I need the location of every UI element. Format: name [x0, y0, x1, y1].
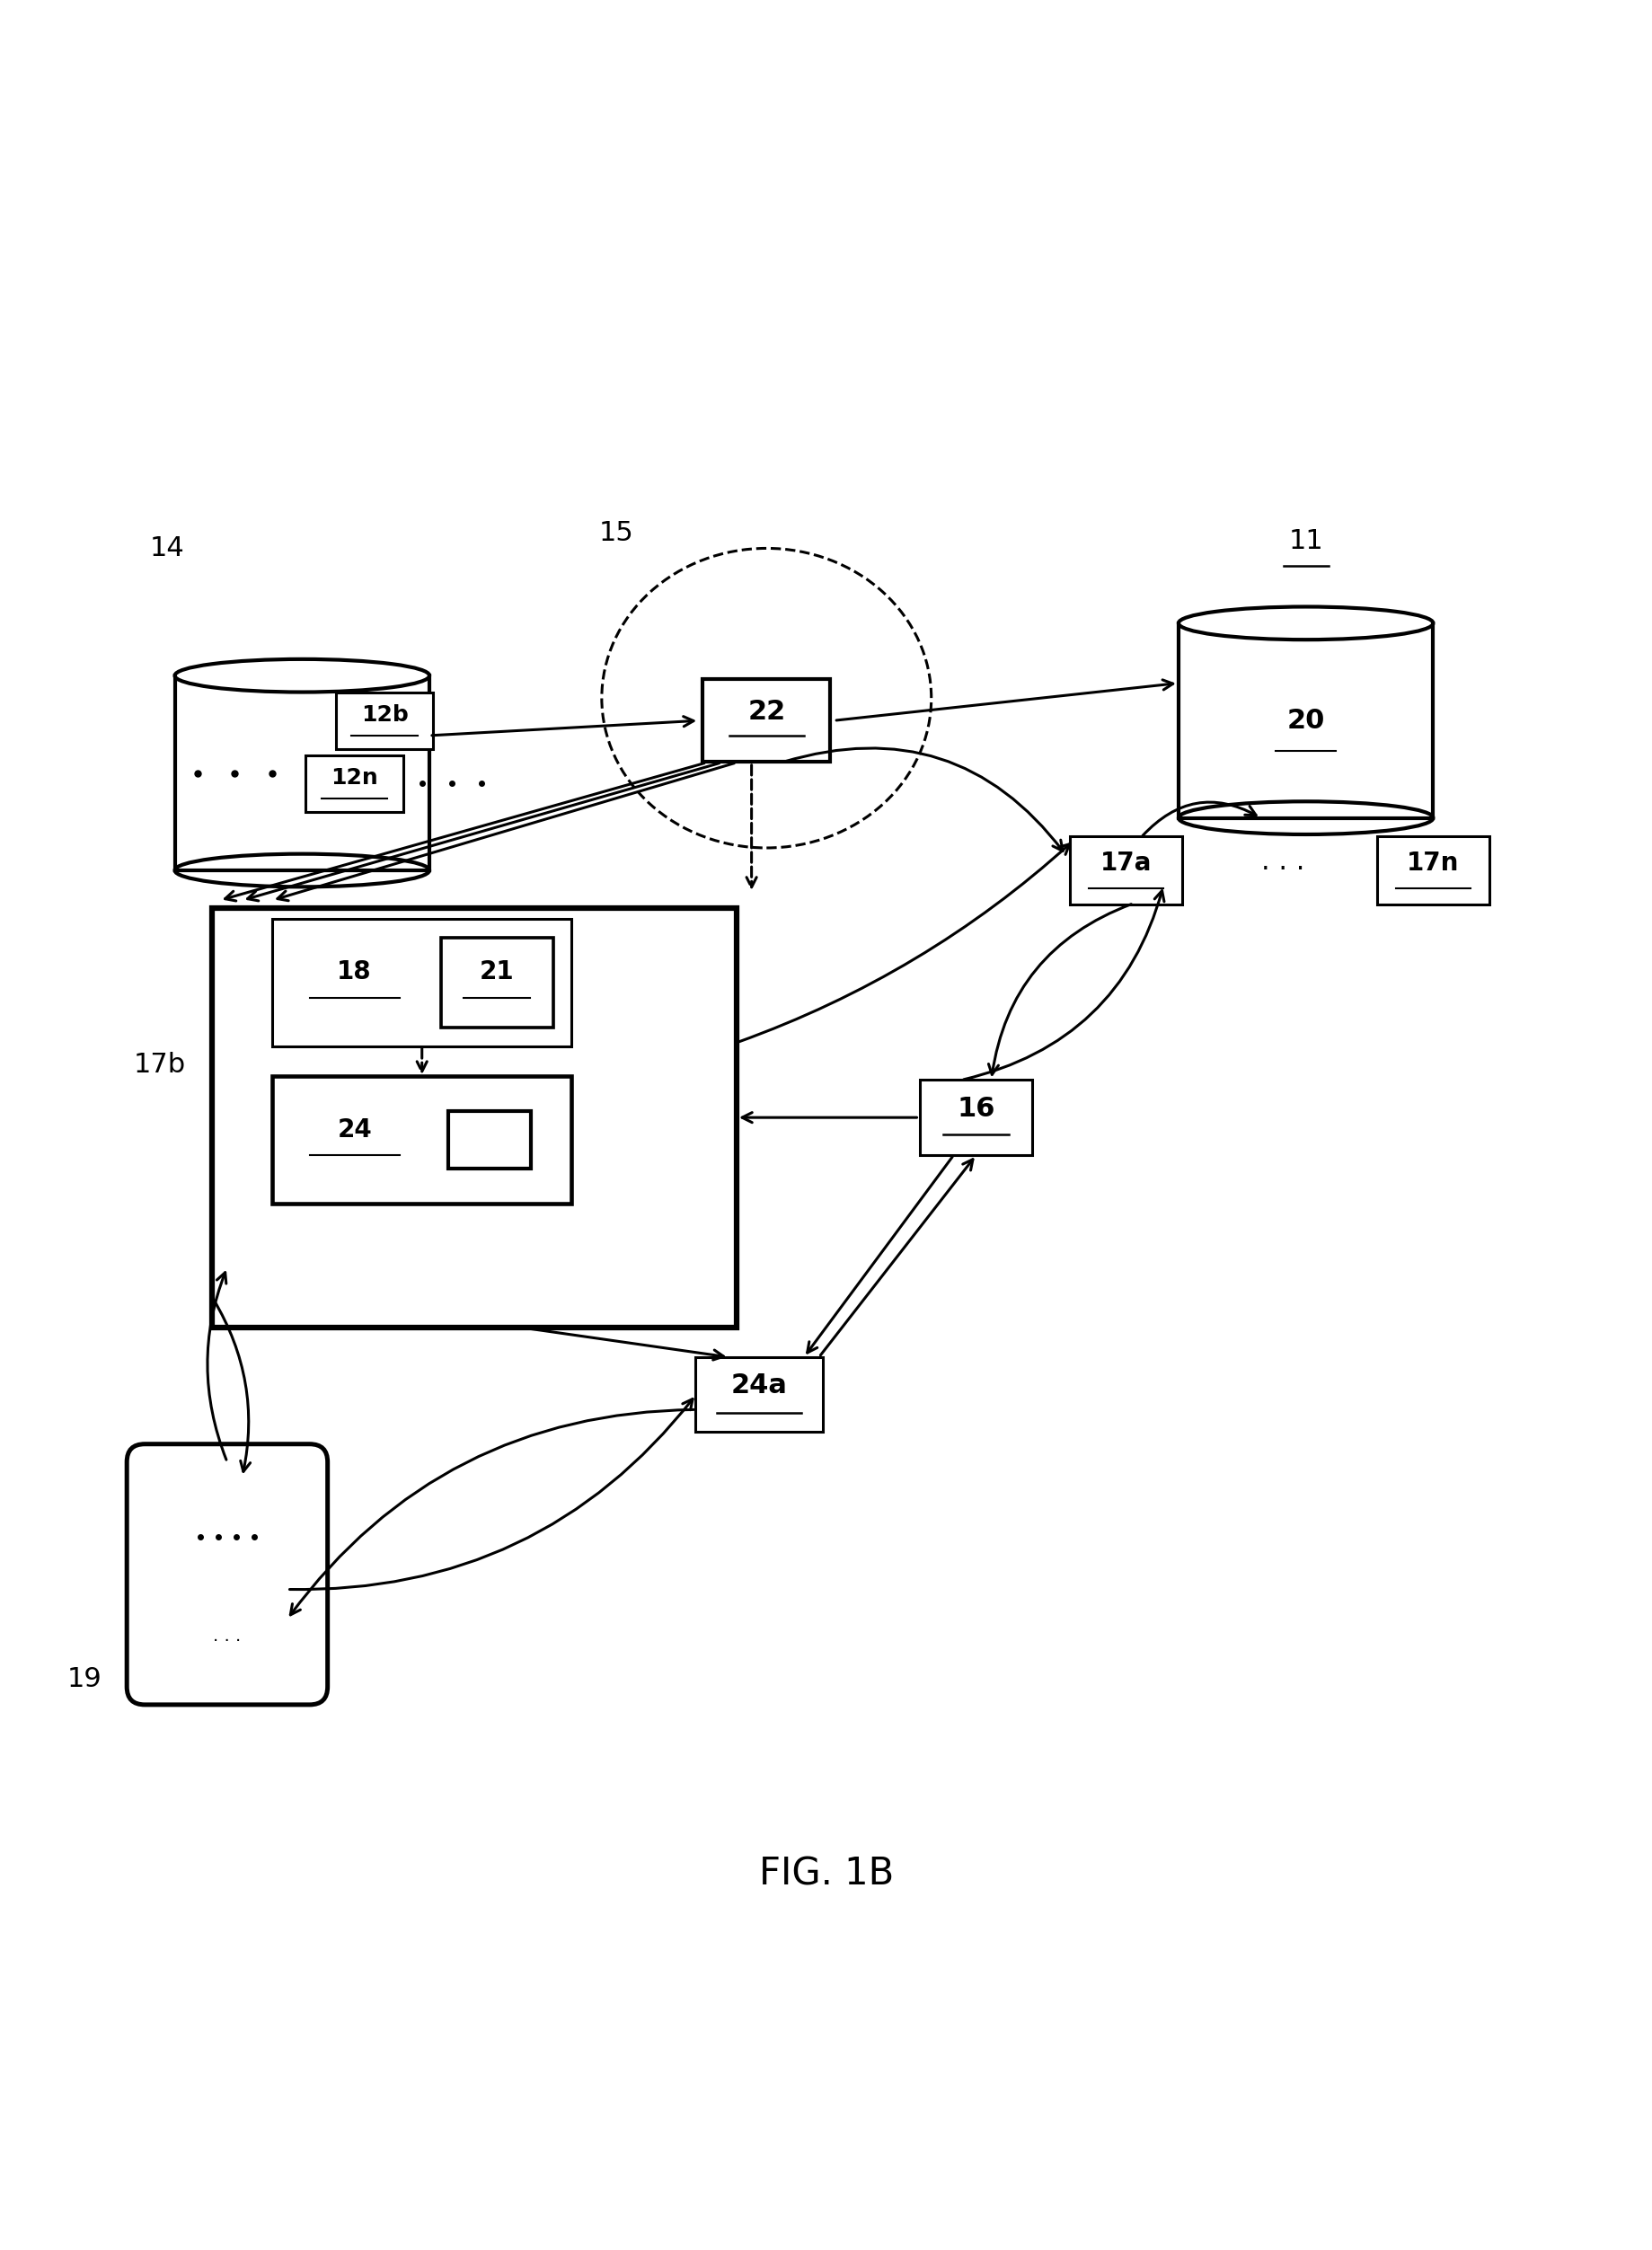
Text: 18: 18 [337, 961, 372, 986]
Text: 17b: 17b [134, 1053, 185, 1078]
Ellipse shape [1178, 608, 1432, 639]
Text: · · ·: · · · [1260, 857, 1305, 884]
Text: 19: 19 [68, 1667, 102, 1692]
FancyBboxPatch shape [441, 938, 553, 1028]
FancyBboxPatch shape [335, 693, 433, 749]
Ellipse shape [175, 659, 430, 693]
Text: 15: 15 [600, 520, 634, 547]
Text: 12n: 12n [330, 767, 378, 787]
Text: 21: 21 [479, 961, 514, 986]
FancyBboxPatch shape [920, 1080, 1032, 1154]
Text: 11: 11 [1289, 529, 1323, 554]
FancyBboxPatch shape [273, 918, 572, 1046]
FancyBboxPatch shape [695, 1357, 823, 1431]
Text: 17n: 17n [1406, 850, 1459, 875]
Text: 22: 22 [747, 697, 785, 724]
Text: 16: 16 [957, 1096, 995, 1120]
Text: · · ·: · · · [213, 1633, 241, 1649]
Text: 20: 20 [1287, 706, 1325, 734]
Text: 24a: 24a [730, 1372, 786, 1399]
FancyBboxPatch shape [1376, 837, 1488, 905]
FancyBboxPatch shape [448, 1112, 530, 1168]
FancyBboxPatch shape [273, 1075, 572, 1204]
FancyBboxPatch shape [702, 680, 829, 763]
Text: 24: 24 [337, 1116, 372, 1143]
FancyBboxPatch shape [306, 756, 403, 812]
Text: 17a: 17a [1100, 850, 1151, 875]
FancyBboxPatch shape [127, 1444, 327, 1706]
Text: FIG. 1B: FIG. 1B [758, 1854, 894, 1892]
FancyBboxPatch shape [211, 907, 737, 1327]
Text: 14: 14 [150, 535, 185, 560]
FancyBboxPatch shape [1069, 837, 1181, 905]
Text: 12b: 12b [360, 704, 408, 725]
